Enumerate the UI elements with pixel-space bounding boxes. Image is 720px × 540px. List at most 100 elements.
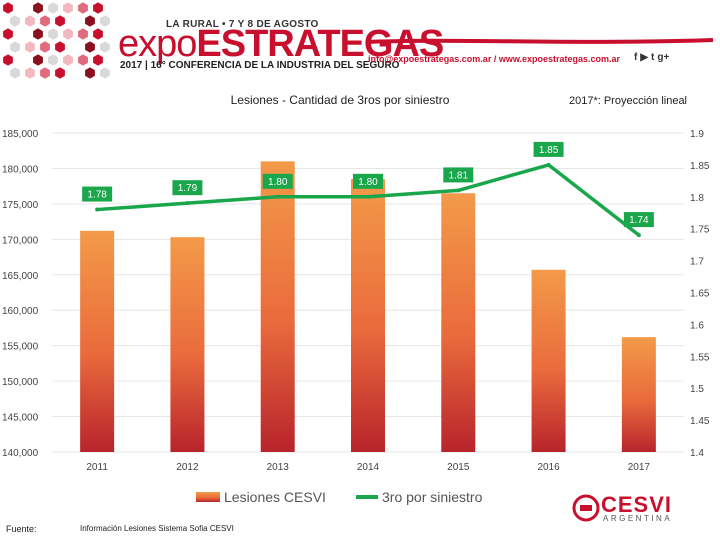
hexagon-tile [9, 14, 21, 28]
hexagon-tile [32, 27, 44, 41]
hexagon-tile [47, 1, 59, 15]
decorative-brush-line [368, 38, 713, 44]
hexagon-tile [84, 66, 96, 80]
left-axis-tick-label: 145,000 [2, 413, 39, 424]
data-label-bg [623, 212, 654, 228]
hexagon-tile [77, 1, 89, 15]
hexagon-tile [69, 14, 81, 28]
brand-right: ESTRATEGAS [196, 23, 444, 65]
left-axis-tick-label: 175,000 [2, 200, 39, 211]
left-axis-tick-label: 150,000 [2, 377, 39, 388]
right-axis-tick-label: 1.45 [690, 416, 710, 427]
left-axis-tick-label: 185,000 [2, 129, 39, 140]
hexagon-tile [24, 66, 36, 80]
hexagon-tile [77, 27, 89, 41]
hexagon-tile [39, 14, 51, 28]
x-axis-tick-label: 2015 [447, 462, 470, 473]
hexagon-tile [47, 53, 59, 67]
bar-lesiones-2012 [170, 237, 205, 452]
left-axis-tick-label: 180,000 [2, 164, 39, 175]
hexagon-pattern-logo [2, 1, 110, 80]
hexagon-tile [92, 27, 104, 41]
event-tag: LA RURAL • 7 Y 8 DE AGOSTO [166, 19, 319, 30]
hexagon-tile [24, 40, 36, 54]
x-axis-tick-label: 2012 [176, 462, 199, 473]
brand-left: expo [118, 23, 197, 65]
data-label-bg [82, 186, 113, 202]
cesvi-logo-subtext: ARGENTINA [603, 514, 673, 523]
hexagon-tile [32, 1, 44, 15]
contact-info: info@expoestrategas.com.ar / www.expoest… [368, 54, 621, 64]
line-point-2014 [366, 194, 370, 199]
x-axis-tick-label: 2013 [267, 462, 290, 473]
x-axis-tick-label: 2011 [86, 462, 108, 473]
hexagon-tile [32, 53, 44, 67]
facebook-icon[interactable]: f [634, 52, 638, 63]
left-axis-tick-label: 155,000 [2, 342, 39, 353]
combo-chart: Lesiones - Cantidad de 3ros por siniestr… [2, 93, 710, 505]
line-point-2016 [546, 162, 551, 167]
youtube-icon[interactable]: ▶ [640, 52, 649, 63]
hexagon-tile [17, 27, 29, 41]
line-point-2011 [95, 207, 100, 212]
hexagon-tile [24, 14, 36, 28]
hexagon-tile [92, 53, 104, 67]
hexagon-tile [99, 14, 110, 28]
left-axis-tick-label: 160,000 [2, 306, 39, 317]
left-axis-tick-label: 140,000 [2, 448, 39, 459]
hexagon-tile [9, 40, 21, 54]
line-point-2017 [636, 233, 641, 238]
twitter-icon[interactable]: t [651, 52, 655, 63]
legend-swatch-bars [196, 492, 220, 502]
bar-lesiones-2014 [351, 179, 385, 453]
hexagon-tile [39, 40, 51, 54]
line-point-2015 [456, 188, 461, 193]
hexagon-tile [2, 27, 14, 41]
bar-lesiones-2016 [531, 269, 566, 452]
hexagon-tile [39, 66, 51, 80]
line-point-2012 [185, 201, 190, 206]
cesvi-logo-text: CESVI [601, 492, 673, 517]
hexagon-tile [62, 1, 74, 15]
hexagon-tile [2, 53, 14, 67]
google-plus-icon[interactable]: g+ [657, 52, 670, 63]
data-label-2014: 1.80 [358, 177, 378, 188]
data-label-bg [353, 173, 383, 189]
x-axis-tick-label: 2014 [357, 462, 380, 473]
hexagon-tile [69, 40, 81, 54]
social-icons: f ▶ t g+ [634, 52, 672, 63]
data-label-2013: 1.80 [268, 177, 288, 188]
data-label-bg [533, 141, 564, 157]
source-label: Fuente: [6, 524, 37, 534]
right-axis-tick-label: 1.65 [690, 289, 710, 300]
data-label-bg [262, 173, 293, 189]
bar-lesiones-2013 [260, 161, 295, 452]
hexagon-tile [54, 66, 66, 80]
conference-subtitle: 2017 | 16° CONFERENCIA DE LA INDUSTRIA D… [120, 60, 400, 71]
cesvi-logo [572, 494, 600, 522]
header-banner: LA RURAL • 7 Y 8 DE AGOSTO expoESTRATEGA… [0, 0, 720, 88]
hexagon-tile [84, 40, 96, 54]
left-axis-tick-label: 170,000 [2, 235, 39, 246]
right-axis-tick-label: 1.6 [690, 320, 704, 331]
data-label-2012: 1.79 [178, 183, 198, 194]
hexagon-tile [47, 27, 59, 41]
data-label-bg [443, 167, 474, 183]
hexagon-tile [54, 14, 66, 28]
data-label-2011: 1.78 [87, 190, 107, 201]
data-label-2017: 1.74 [629, 215, 649, 226]
bar-lesiones-2015 [441, 193, 476, 452]
legend-label-line: 3ro por siniestro [382, 489, 483, 505]
right-axis-tick-label: 1.85 [690, 161, 710, 172]
right-axis-tick-label: 1.5 [690, 384, 704, 395]
bar-lesiones-2011 [80, 230, 115, 452]
hexagon-tile [62, 53, 74, 67]
line-point-2013 [275, 194, 280, 199]
x-axis-tick-label: 2017 [628, 462, 651, 473]
hexagon-tile [99, 66, 110, 80]
x-axis-tick-label: 2016 [537, 462, 560, 473]
right-axis-tick-label: 1.75 [690, 225, 710, 236]
right-axis-tick-label: 1.55 [690, 352, 710, 363]
right-axis-tick-label: 1.7 [690, 257, 704, 268]
data-label-bg [172, 180, 203, 196]
